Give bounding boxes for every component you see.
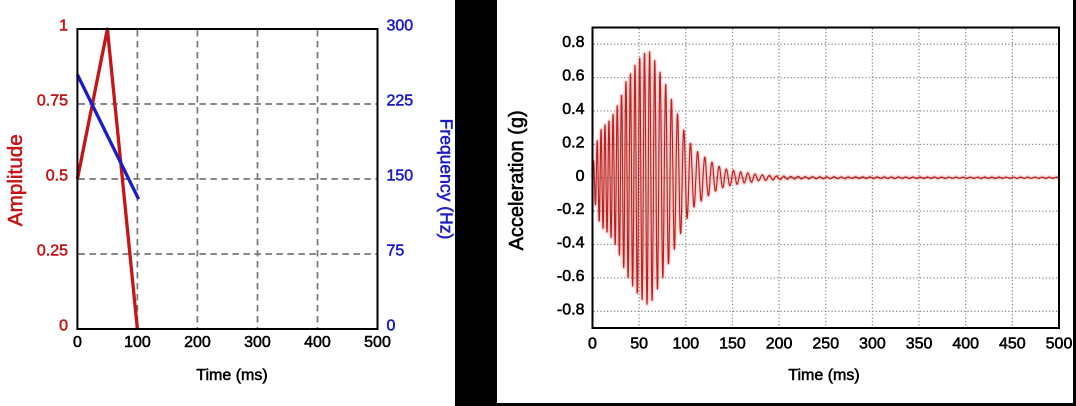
svg-text:225: 225 (387, 93, 414, 110)
svg-text:0: 0 (73, 334, 82, 351)
svg-text:300: 300 (244, 334, 271, 351)
svg-text:Amplitude: Amplitude (4, 134, 27, 226)
svg-text:1: 1 (59, 18, 68, 35)
svg-text:0.75: 0.75 (37, 93, 68, 110)
svg-text:150: 150 (719, 336, 746, 353)
svg-text:0.4: 0.4 (562, 101, 584, 118)
svg-text:0: 0 (387, 318, 396, 335)
svg-text:400: 400 (952, 336, 979, 353)
svg-text:Frequency (Hz): Frequency (Hz) (437, 119, 457, 240)
svg-text:500: 500 (1046, 336, 1073, 353)
svg-text:300: 300 (387, 18, 414, 35)
svg-text:100: 100 (672, 336, 699, 353)
svg-text:0: 0 (576, 168, 585, 185)
svg-text:0: 0 (59, 318, 68, 335)
svg-text:100: 100 (124, 334, 151, 351)
svg-text:-0.2: -0.2 (557, 201, 585, 218)
svg-text:450: 450 (999, 336, 1026, 353)
svg-text:200: 200 (184, 334, 211, 351)
svg-text:-0.6: -0.6 (557, 268, 585, 285)
svg-text:500: 500 (364, 334, 391, 351)
svg-text:400: 400 (304, 334, 331, 351)
svg-text:0: 0 (588, 336, 597, 353)
svg-text:0.8: 0.8 (562, 34, 584, 51)
svg-text:75: 75 (387, 243, 405, 260)
svg-text:Acceleration (g): Acceleration (g) (506, 110, 528, 250)
svg-text:300: 300 (859, 336, 886, 353)
svg-text:150: 150 (387, 168, 414, 185)
svg-text:50: 50 (630, 336, 648, 353)
svg-text:Time (ms): Time (ms) (196, 367, 267, 384)
svg-text:-0.4: -0.4 (557, 235, 585, 252)
svg-text:350: 350 (906, 336, 933, 353)
svg-text:Time (ms): Time (ms) (788, 367, 859, 384)
svg-text:0.25: 0.25 (37, 243, 68, 260)
svg-text:-0.8: -0.8 (557, 301, 585, 318)
svg-text:200: 200 (766, 336, 793, 353)
svg-text:0.5: 0.5 (46, 168, 68, 185)
svg-text:0.2: 0.2 (562, 134, 584, 151)
svg-text:0.6: 0.6 (562, 68, 584, 85)
svg-text:250: 250 (812, 336, 839, 353)
